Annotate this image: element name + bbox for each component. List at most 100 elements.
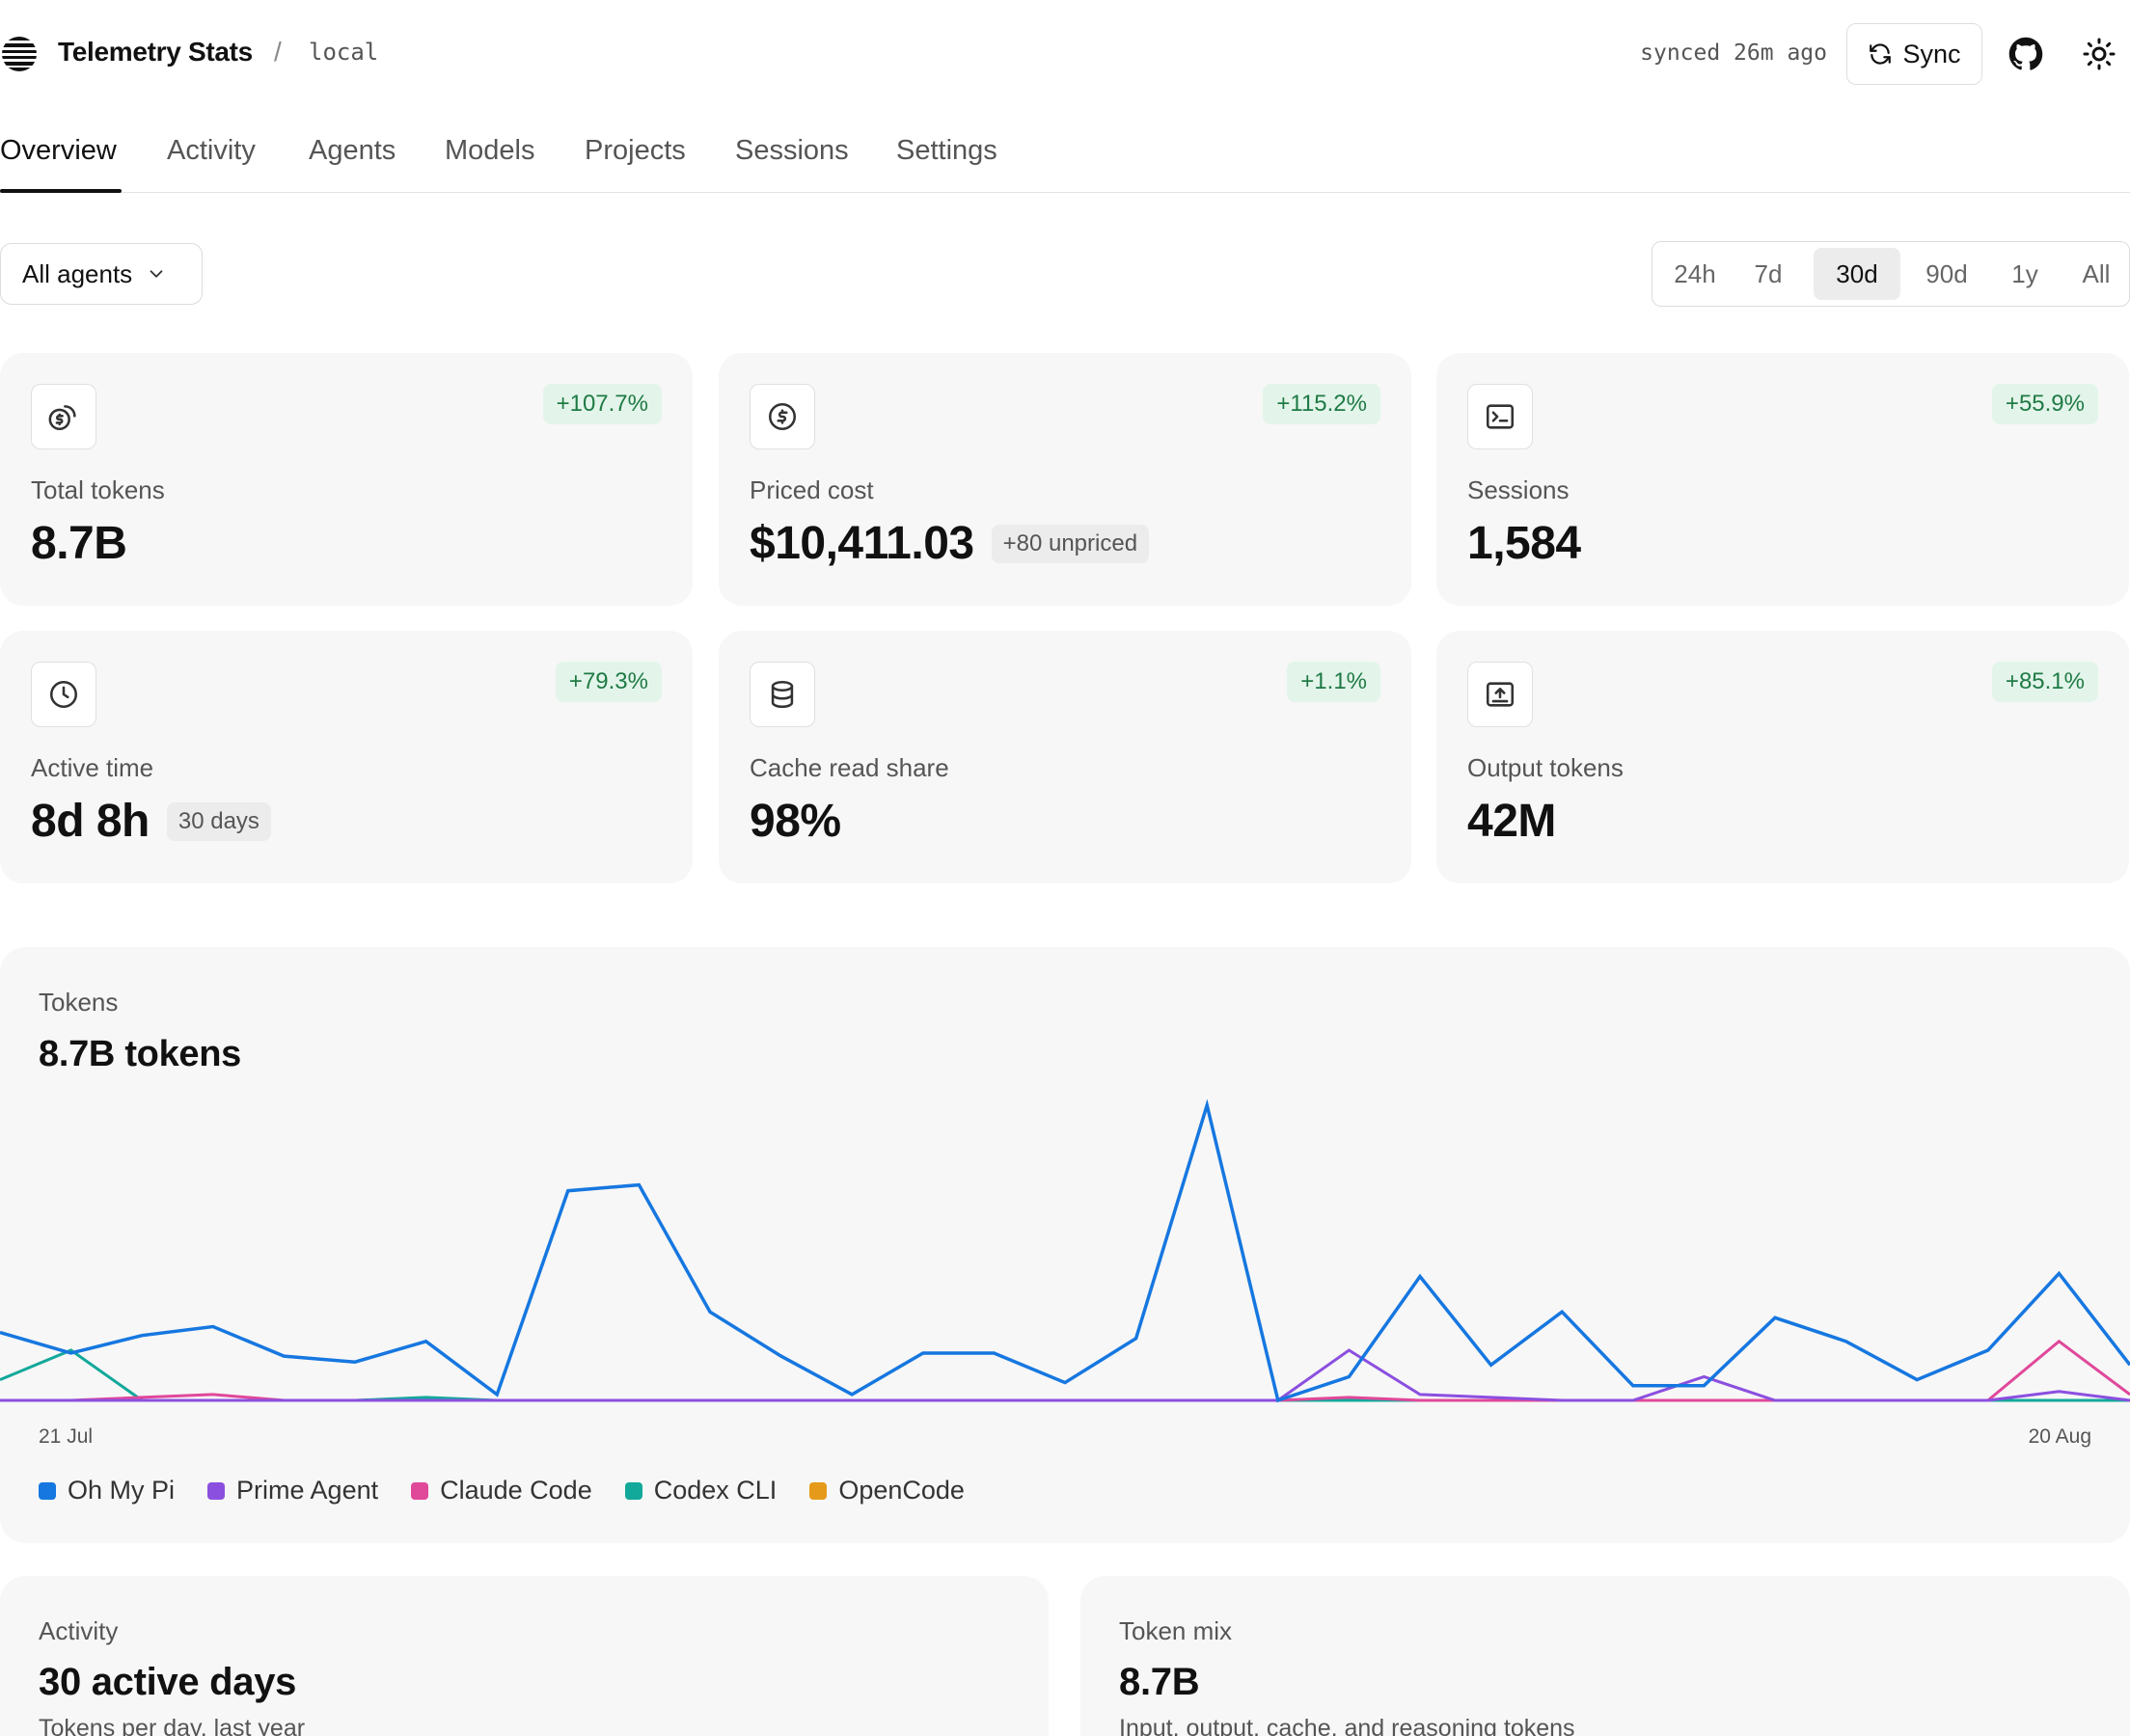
activity-label: Activity [39, 1616, 119, 1645]
tab-projects[interactable]: Projects [585, 135, 686, 166]
database-icon [750, 662, 815, 727]
time-range-selector: 24h 7d 30d 90d 1y All [1652, 241, 2130, 307]
tab-models[interactable]: Models [445, 135, 535, 166]
stat-value: 42M [1467, 795, 1556, 848]
stat-card-output-tokens: +85.1% Output tokens 42M [1436, 631, 2129, 883]
activity-card: Activity 30 active days Tokens per day, … [0, 1576, 1049, 1736]
dollar-icon [750, 384, 815, 449]
tokens-line-chart[interactable] [0, 947, 2130, 1543]
stat-value-text: $10,411.03 [750, 518, 974, 569]
legend-swatch [809, 1481, 828, 1500]
unpriced-pill: +80 unpriced [991, 524, 1150, 563]
stat-label: Priced cost [750, 475, 874, 504]
refresh-icon [1870, 43, 1892, 65]
tab-bar: Overview Activity Agents Models Projects… [0, 125, 2130, 193]
stat-label: Total tokens [31, 475, 165, 504]
legend-item-opencode[interactable]: OpenCode [809, 1476, 965, 1505]
legend-item-codex-cli[interactable]: Codex CLI [624, 1476, 778, 1505]
activity-title: 30 active days [39, 1661, 297, 1703]
stat-value-text: 1,584 [1467, 518, 1581, 569]
legend-swatch [39, 1481, 56, 1500]
stat-value: 8.7B [31, 517, 127, 570]
legend-item-claude-code[interactable]: Claude Code [411, 1476, 592, 1505]
token-mix-title: 8.7B [1119, 1661, 1200, 1703]
stat-value: $10,411.03 +80 unpriced [750, 517, 1150, 570]
sync-status: synced 26m ago [1640, 41, 1827, 66]
change-badge: +1.1% [1287, 662, 1380, 702]
series-line-claude-code[interactable] [0, 1339, 2130, 1402]
coins-icon [31, 384, 96, 449]
stat-value-text: 98% [750, 796, 841, 847]
chart-label: Tokens [39, 988, 119, 1017]
chevron-down-icon [150, 270, 163, 278]
change-badge: +85.1% [1991, 662, 2098, 702]
token-mix-card: Token mix 8.7B Input, output, cache, and… [1080, 1576, 2130, 1736]
series-line-oh-my-pi[interactable] [0, 1099, 2130, 1403]
environment-label: local [309, 39, 379, 66]
period-pill: 30 days [166, 801, 271, 841]
stat-label: Output tokens [1467, 753, 1624, 782]
breadcrumb-separator: / [274, 37, 282, 67]
logo-icon [2, 37, 37, 71]
legend-label: OpenCode [838, 1476, 965, 1505]
agent-select-value: All agents [22, 258, 133, 288]
range-all[interactable]: All [2082, 258, 2111, 288]
stat-card-total-tokens: +107.7% Total tokens 8.7B [0, 353, 693, 606]
range-30d[interactable]: 30d [1814, 248, 1900, 300]
activity-subtitle: Tokens per day, last year [39, 1715, 306, 1736]
range-90d[interactable]: 90d [1925, 258, 1968, 288]
stat-label: Active time [31, 753, 154, 782]
clock-icon [31, 662, 96, 727]
legend-swatch [624, 1481, 642, 1500]
change-badge: +55.9% [1991, 384, 2098, 424]
legend-label: Oh My Pi [68, 1476, 176, 1505]
output-icon [1467, 662, 1533, 727]
sync-button-label: Sync [1902, 39, 1961, 68]
stat-card-sessions: +55.9% Sessions 1,584 [1436, 353, 2129, 606]
stat-value-text: 8.7B [31, 518, 127, 569]
change-badge: +107.7% [542, 384, 662, 424]
tab-activity[interactable]: Activity [167, 135, 256, 166]
token-mix-label: Token mix [1119, 1616, 1233, 1645]
app-title[interactable]: Telemetry Stats [58, 37, 253, 67]
stat-value: 1,584 [1467, 517, 1581, 570]
tokens-chart-card: Tokens 8.7B tokens 21 Jul 20 Aug Oh My P… [0, 947, 2130, 1543]
sun-icon[interactable] [2082, 37, 2116, 71]
x-tick-start: 21 Jul [39, 1425, 94, 1448]
range-24h[interactable]: 24h [1674, 258, 1716, 288]
stat-label: Sessions [1467, 475, 1570, 504]
stat-card-cache-read-share: +1.1% Cache read share 98% [719, 631, 1411, 883]
github-icon[interactable] [2008, 37, 2043, 71]
tab-sessions[interactable]: Sessions [735, 135, 849, 166]
legend-swatch [411, 1481, 429, 1500]
change-badge: +79.3% [555, 662, 662, 702]
legend-swatch [207, 1481, 226, 1500]
sync-button[interactable]: Sync [1846, 23, 1982, 85]
stat-value-text: 42M [1467, 796, 1556, 847]
header: Telemetry Stats / local synced 26m ago S… [0, 0, 2130, 108]
tab-agents[interactable]: Agents [309, 135, 396, 166]
x-tick-end: 20 Aug [2028, 1425, 2091, 1448]
stat-value: 98% [750, 795, 841, 848]
stat-card-active-time: +79.3% Active time 8d 8h 30 days [0, 631, 693, 883]
active-tab-indicator [0, 189, 122, 193]
agent-select[interactable]: All agents [0, 243, 203, 305]
stat-card-priced-cost: +115.2% Priced cost $10,411.03 +80 unpri… [719, 353, 1411, 606]
tab-settings[interactable]: Settings [896, 135, 997, 166]
range-1y[interactable]: 1y [2011, 258, 2038, 288]
range-7d[interactable]: 7d [1754, 258, 1783, 288]
legend-item-oh-my-pi[interactable]: Oh My Pi [39, 1476, 175, 1505]
terminal-icon [1467, 384, 1533, 449]
legend-label: Codex CLI [653, 1476, 778, 1505]
legend-label: Prime Agent [236, 1476, 379, 1505]
chart-legend: Oh My Pi Prime Agent Claude Code Codex CLI O… [39, 1476, 965, 1505]
stat-label: Cache read share [750, 753, 949, 782]
legend-label: Claude Code [440, 1476, 592, 1505]
chart-title: 8.7B tokens [39, 1034, 242, 1074]
legend-item-prime-agent[interactable]: Prime Agent [207, 1476, 378, 1505]
stat-value: 8d 8h 30 days [31, 795, 271, 848]
tab-overview[interactable]: Overview [0, 135, 117, 166]
series-line-prime-agent[interactable] [0, 1348, 2130, 1402]
token-mix-subtitle: Input, output, cache, and reasoning toke… [1119, 1715, 1575, 1736]
